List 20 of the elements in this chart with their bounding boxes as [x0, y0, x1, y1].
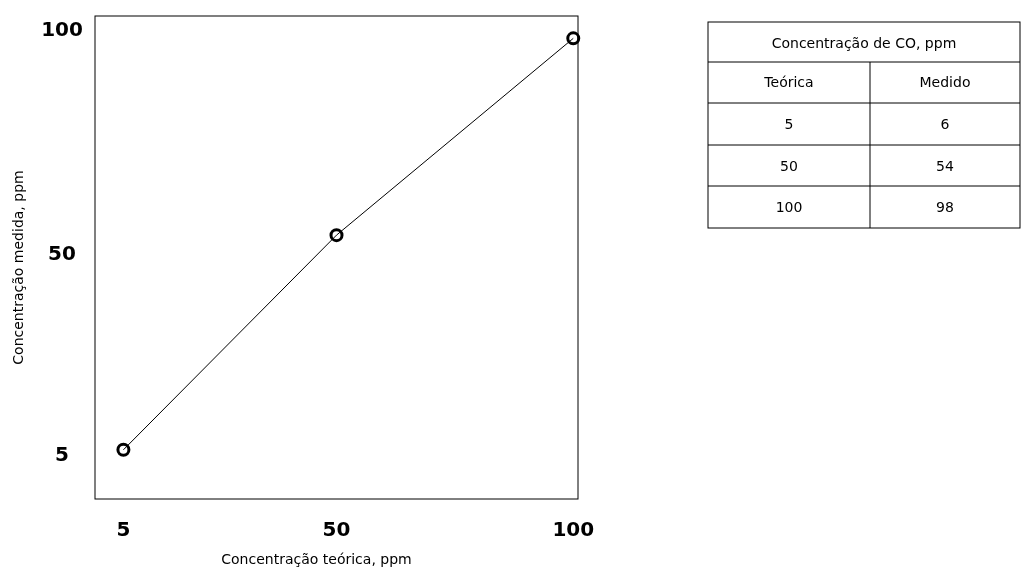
text: 50: [780, 157, 798, 174]
text: 98: [936, 199, 954, 215]
point: [566, 31, 581, 46]
x-axis-title: Concentração teórica, ppm: [221, 551, 412, 567]
text: 54: [936, 157, 954, 174]
x-tick-label: 50: [322, 517, 351, 541]
y-tick-label: 50: [48, 241, 76, 266]
y-tick-label: 100: [41, 17, 83, 42]
text: 5: [784, 116, 794, 132]
text: 100: [775, 199, 803, 215]
point: [116, 442, 131, 457]
text: 6: [940, 116, 950, 132]
text: Medido: [919, 74, 971, 90]
x-tick-label: 5: [116, 517, 131, 541]
x-tick-label: 100: [552, 517, 595, 541]
text: Teórica: [763, 74, 814, 90]
text: Concentração de CO, ppm: [771, 35, 957, 51]
y-tick-label: 5: [55, 442, 69, 467]
point: [329, 228, 344, 243]
y-axis-title: Concentração medida, ppm: [10, 170, 26, 365]
